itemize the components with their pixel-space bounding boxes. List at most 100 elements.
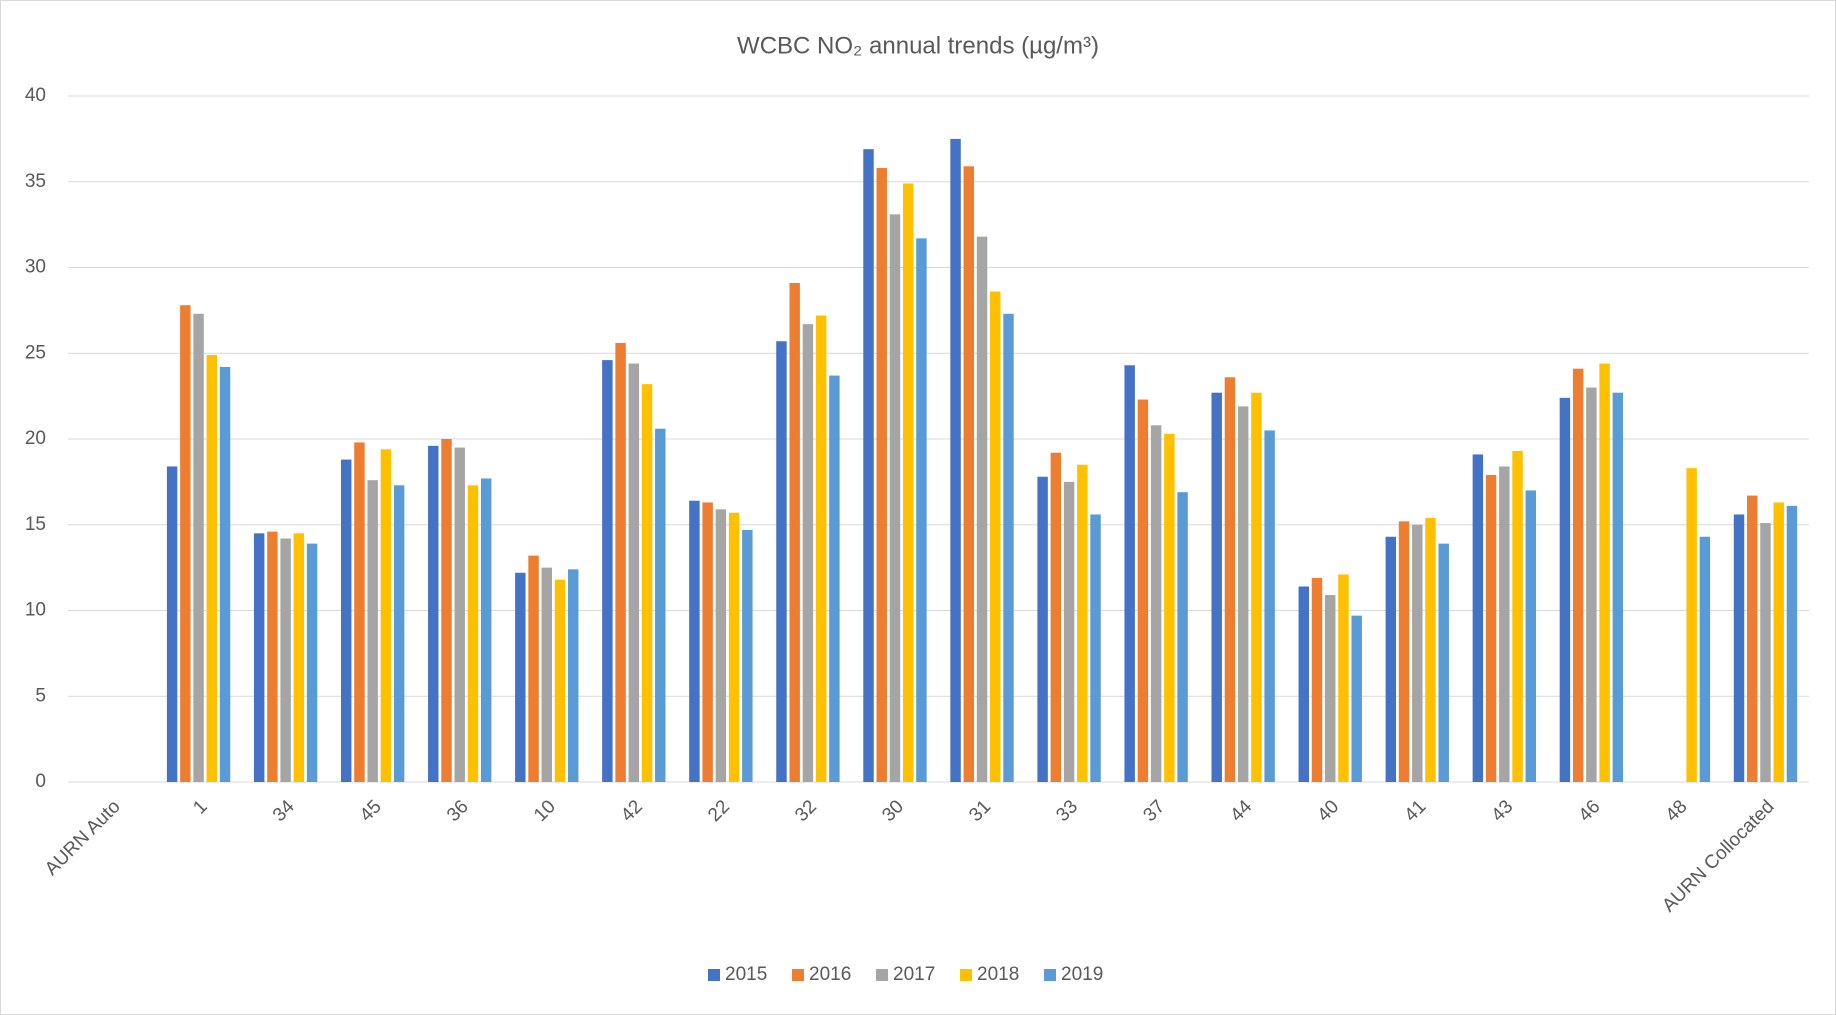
bar (1311, 577, 1323, 782)
bar (541, 567, 552, 782)
y-tick-label: 10 (25, 600, 46, 621)
bar (1747, 495, 1758, 782)
bar (628, 363, 640, 782)
bar (367, 480, 378, 782)
bar (1512, 451, 1523, 782)
bar (1686, 468, 1697, 782)
legend-swatch (792, 969, 804, 981)
bar (1264, 430, 1275, 782)
legend-swatch (708, 969, 720, 981)
bar (454, 447, 465, 782)
bar (515, 572, 526, 782)
bar (1499, 466, 1510, 782)
bar (1090, 514, 1101, 782)
bar (166, 466, 178, 782)
bar (1298, 586, 1309, 782)
bar (1699, 536, 1711, 782)
bar (615, 342, 626, 782)
bar (689, 500, 700, 782)
bar (902, 183, 914, 783)
bar (829, 375, 840, 782)
bar (1325, 595, 1336, 782)
legend-swatch (960, 969, 972, 981)
bar (889, 214, 901, 782)
bar (655, 428, 666, 782)
bar (802, 324, 814, 782)
bar (789, 282, 800, 782)
bar (1237, 406, 1249, 782)
y-tick-label: 0 (35, 771, 46, 792)
bar (1412, 524, 1423, 782)
legend-item: 2017 (876, 964, 935, 985)
legend-item: 2019 (1044, 964, 1103, 985)
bar (340, 459, 352, 782)
bar (1177, 492, 1188, 782)
bar (1050, 452, 1062, 782)
legend-swatch (1044, 969, 1056, 981)
bar (990, 291, 1001, 782)
bar (876, 168, 887, 782)
bar (976, 236, 988, 782)
y-tick-label: 15 (25, 514, 46, 535)
y-tick-label: 5 (35, 685, 46, 706)
bar (1586, 387, 1597, 782)
bar (742, 529, 753, 782)
bar (293, 533, 305, 782)
bar (715, 509, 727, 782)
legend-item: 2016 (792, 964, 851, 985)
bar (1150, 425, 1162, 782)
bar (1351, 615, 1362, 782)
bar (554, 579, 566, 782)
bar (206, 354, 218, 782)
bar (267, 531, 278, 782)
legend-label: 2019 (1061, 964, 1103, 985)
legend-label: 2015 (725, 964, 767, 985)
y-tick-label: 25 (25, 342, 46, 363)
bar (193, 313, 204, 782)
legend-label: 2016 (809, 964, 851, 985)
legend-label: 2018 (977, 964, 1019, 985)
bar (467, 485, 479, 782)
bar (1472, 454, 1484, 782)
bar (180, 305, 191, 782)
bar (602, 360, 613, 782)
bar (1733, 514, 1745, 782)
bar (1211, 392, 1222, 782)
bar (1438, 543, 1449, 782)
bar (1063, 481, 1075, 782)
bar (1338, 574, 1349, 782)
bar (1077, 464, 1088, 782)
bar (428, 445, 439, 782)
y-tick-label: 35 (25, 171, 46, 192)
bar (950, 138, 961, 782)
bar (253, 533, 265, 782)
bar (306, 543, 318, 782)
bar (393, 485, 405, 782)
chart-title: WCBC NO₂ annual trends (µg/m³) (737, 32, 1099, 59)
bar (1572, 368, 1584, 782)
bar (776, 341, 787, 782)
bar (480, 478, 492, 782)
legend-item: 2018 (960, 964, 1019, 985)
bar (702, 502, 713, 782)
bar (1003, 313, 1014, 782)
bar (1137, 399, 1149, 782)
bar (1251, 392, 1262, 782)
legend-item: 2015 (708, 964, 767, 985)
bar (1037, 476, 1048, 782)
bar (1599, 363, 1610, 782)
bar (1559, 397, 1571, 782)
bar (354, 442, 365, 782)
bar (528, 555, 539, 782)
bar (1425, 517, 1436, 782)
bar (1786, 505, 1798, 782)
bar (641, 384, 653, 782)
bar (728, 512, 740, 782)
legend-label: 2017 (893, 964, 935, 985)
bar (1612, 392, 1624, 782)
bar (815, 315, 827, 782)
y-tick-label: 20 (25, 428, 46, 449)
bar (568, 569, 579, 782)
bar (1525, 490, 1537, 782)
